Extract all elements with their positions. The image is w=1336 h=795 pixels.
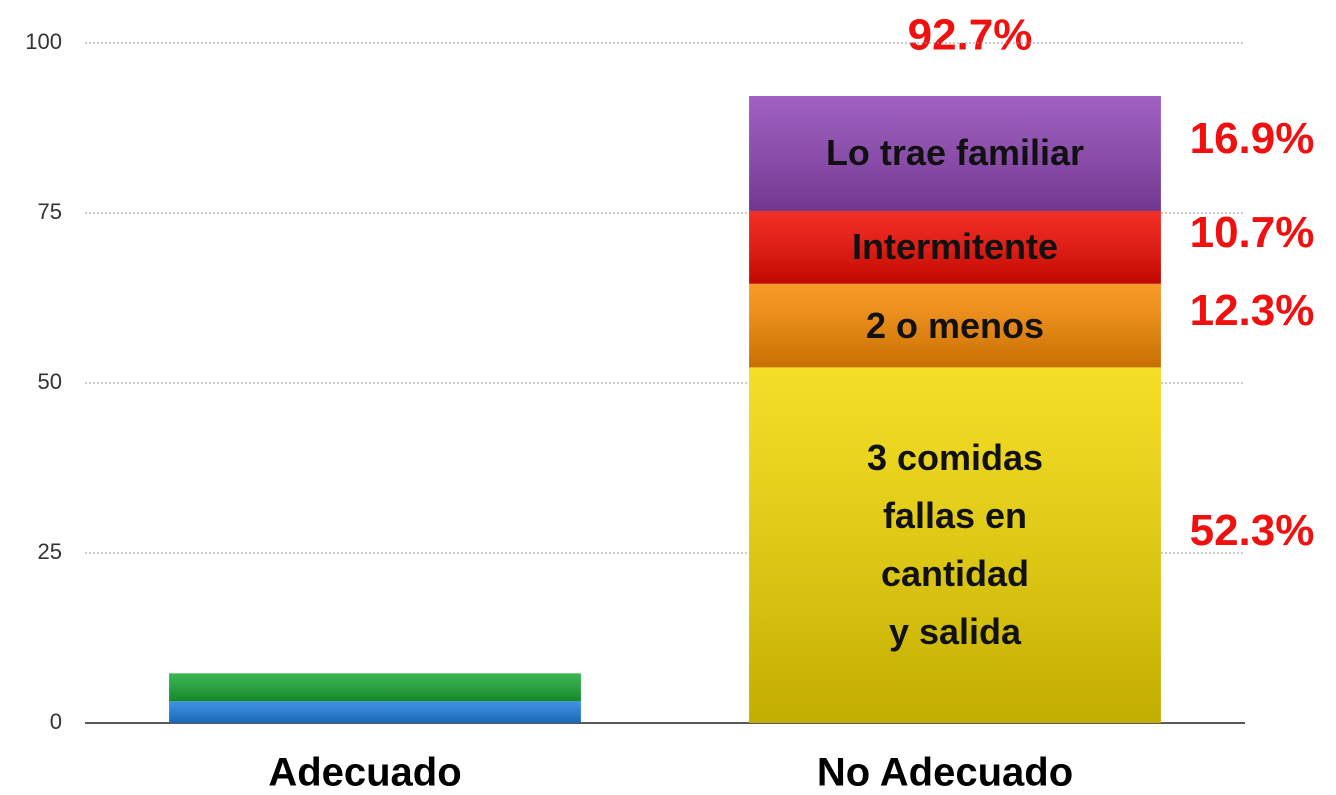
segment-label: Intermitente bbox=[851, 226, 1059, 268]
total-label: 92.7% bbox=[908, 11, 1033, 60]
y-tick-label: 50 bbox=[38, 369, 62, 394]
segment-label-box: 2 o menos bbox=[865, 304, 1045, 346]
x-tick-label: No Adecuado bbox=[817, 751, 1073, 795]
bar-shade bbox=[749, 367, 1161, 723]
bar-shade bbox=[169, 673, 581, 702]
x-tick-label: Adecuado bbox=[268, 751, 461, 795]
segment-label: 3 comidas fallas en cantidad y salida bbox=[866, 437, 1044, 653]
segment-label: 2 o menos bbox=[865, 304, 1045, 346]
bar-shade bbox=[749, 96, 1161, 211]
y-tick-label: 25 bbox=[38, 539, 62, 564]
segment-label-box: 3 comidas fallas en cantidad y salida bbox=[866, 437, 1044, 653]
y-tick-label: 75 bbox=[38, 199, 62, 224]
segment-label-box: Lo trae familiar bbox=[825, 132, 1085, 174]
bar-shade bbox=[749, 283, 1161, 368]
segment-label: Lo trae familiar bbox=[825, 132, 1085, 174]
bar-shade bbox=[169, 701, 581, 723]
segment-label-box: Intermitente bbox=[851, 226, 1059, 268]
bar-shade bbox=[749, 210, 1161, 284]
value-label: 52.3% bbox=[1190, 506, 1315, 555]
value-label: 12.3% bbox=[1190, 286, 1315, 335]
y-tick-label: 0 bbox=[50, 709, 62, 734]
y-tick-label: 100 bbox=[25, 29, 62, 54]
value-label: 10.7% bbox=[1190, 208, 1315, 257]
value-label: 16.9% bbox=[1190, 114, 1315, 163]
